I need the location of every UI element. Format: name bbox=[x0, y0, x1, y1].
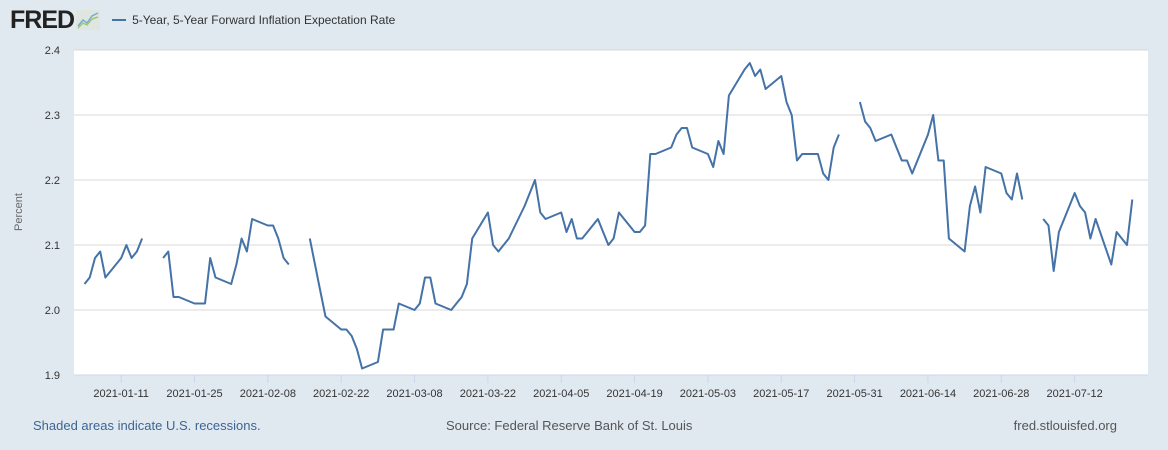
fred-url-link[interactable]: fred.stlouisfed.org bbox=[1013, 418, 1117, 433]
y-tick-label: 2.2 bbox=[45, 175, 60, 187]
x-tick-label: 2021-06-28 bbox=[973, 388, 1029, 400]
legend-label: 5-Year, 5-Year Forward Inflation Expecta… bbox=[132, 13, 396, 27]
y-axis-title: Percent bbox=[13, 193, 25, 231]
plot-area bbox=[74, 50, 1148, 375]
legend[interactable]: 5-Year, 5-Year Forward Inflation Expecta… bbox=[112, 13, 395, 27]
x-tick-label: 2021-06-14 bbox=[900, 388, 956, 400]
series-line-segment[interactable] bbox=[162, 218, 290, 305]
x-tick-label: 2021-07-12 bbox=[1047, 388, 1103, 400]
x-tick-label: 2021-02-22 bbox=[313, 388, 369, 400]
recession-note-link[interactable]: Shaded areas indicate U.S. recessions. bbox=[33, 418, 261, 433]
y-axis-ticks: 1.9 2.0 2.1 2.2 2.3 2.4 bbox=[45, 45, 60, 382]
y-tick-label: 2.1 bbox=[45, 240, 60, 252]
gridlines bbox=[74, 49, 1148, 376]
source-text: Source: Federal Reserve Bank of St. Loui… bbox=[446, 418, 693, 433]
x-tick-label: 2021-03-08 bbox=[386, 388, 442, 400]
series-line-segment[interactable] bbox=[83, 238, 144, 285]
y-tick-label: 2.0 bbox=[45, 305, 60, 317]
y-tick-label: 1.9 bbox=[45, 370, 60, 382]
x-axis-ticks: 2021-01-11 2021-01-25 2021-02-08 2021-02-22… bbox=[93, 375, 1103, 400]
chart-header: FRED 5-Year, 5-Year Forward Inflation Ex… bbox=[10, 6, 395, 34]
series-line-segment[interactable] bbox=[1042, 192, 1134, 272]
x-tick-label: 2021-05-17 bbox=[753, 388, 809, 400]
series-group bbox=[83, 62, 1134, 370]
x-tick-label: 2021-01-11 bbox=[93, 388, 148, 400]
x-tick-label: 2021-05-03 bbox=[680, 388, 736, 400]
series-line-segment[interactable] bbox=[308, 62, 840, 370]
series-line-segment[interactable] bbox=[858, 101, 1024, 253]
y-tick-label: 2.4 bbox=[45, 45, 60, 57]
fred-logo[interactable]: FRED bbox=[10, 6, 75, 34]
x-tick-label: 2021-01-25 bbox=[166, 388, 222, 400]
y-tick-label: 2.3 bbox=[45, 110, 60, 122]
x-tick-label: 2021-04-19 bbox=[606, 388, 662, 400]
x-tick-label: 2021-05-31 bbox=[826, 388, 882, 400]
x-tick-label: 2021-04-05 bbox=[533, 388, 589, 400]
x-tick-label: 2021-03-22 bbox=[460, 388, 516, 400]
x-tick-label: 2021-02-08 bbox=[240, 388, 296, 400]
chart-line-icon bbox=[76, 10, 101, 30]
legend-swatch bbox=[112, 19, 127, 21]
